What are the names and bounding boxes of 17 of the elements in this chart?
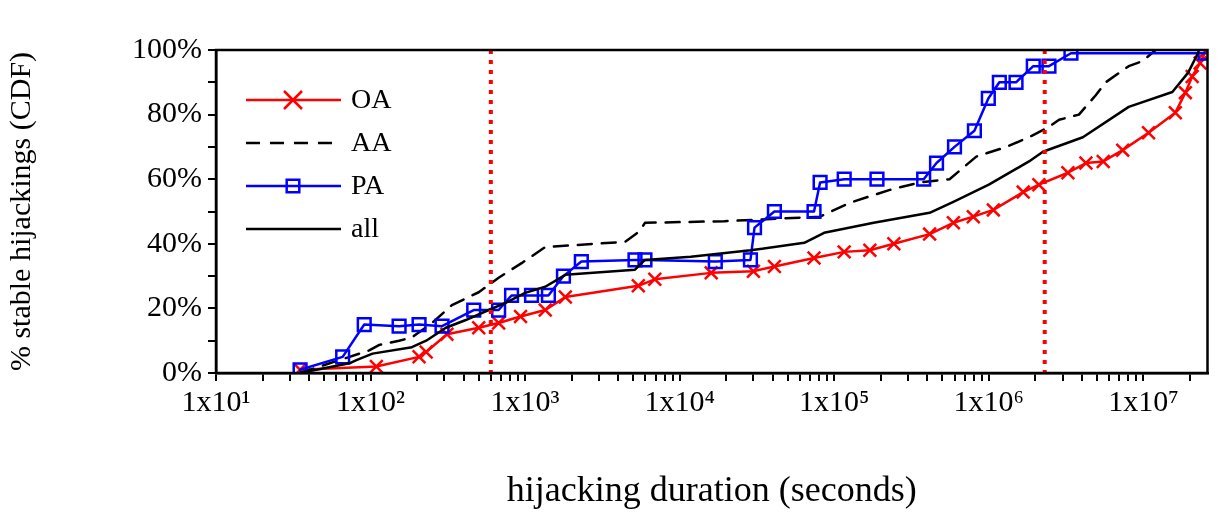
y-tick-label: 80% [147,95,202,129]
y-tick-label: 40% [147,224,202,258]
legend-label: AA [351,126,393,158]
y-axis-title: % stable hijackings (CDF) [2,51,37,372]
y-tick-label: 100% [132,30,202,64]
x-tick-label: 1x10³ [490,383,560,417]
x-tick-label: 1x10² [336,383,406,417]
x-tick-label: 1x10⁷ [1108,383,1179,417]
legend-label: OA [351,83,393,115]
x-axis-title: hijacking duration (seconds) [506,468,917,509]
y-tick-label: 20% [147,289,202,323]
legend-label: PA [351,169,385,201]
x-tick-label: 1x10⁶ [953,383,1025,417]
x-tick-label: 1x10⁴ [644,383,715,417]
y-tick-label: 60% [147,160,202,194]
legend-label: all [351,212,380,244]
x-tick-label: 1x10⁵ [799,383,870,417]
